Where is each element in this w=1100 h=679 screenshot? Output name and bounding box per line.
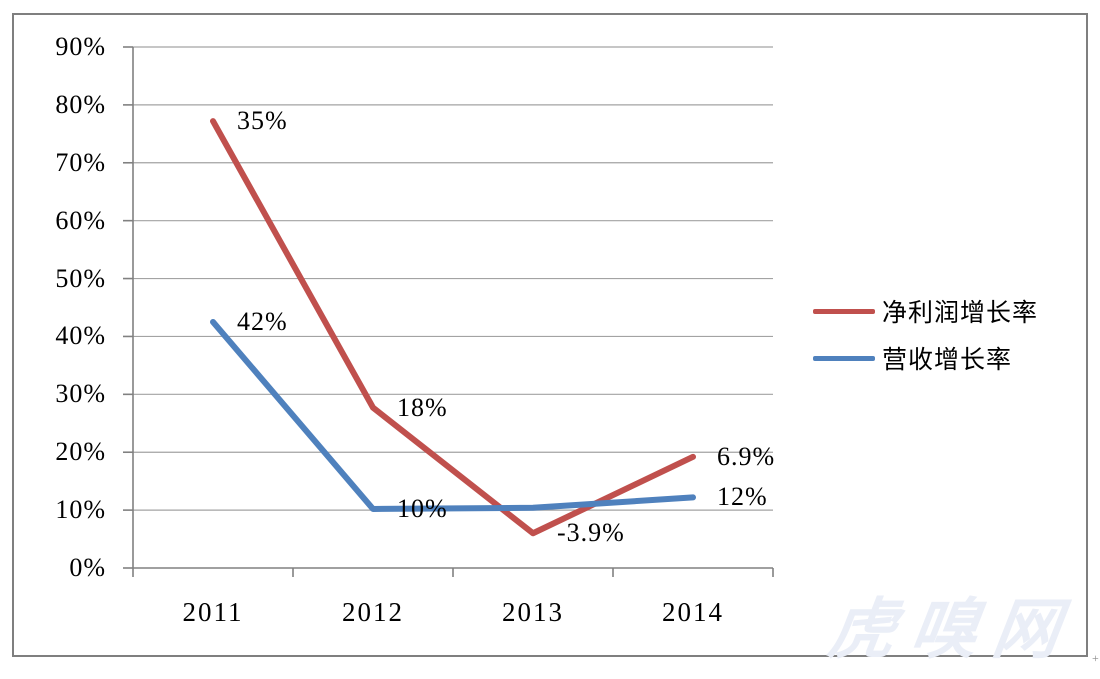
- series-line-1: [210, 318, 696, 512]
- x-tick-label: 2014: [662, 597, 724, 627]
- y-tick-label: 80%: [55, 89, 106, 119]
- legend-item-net-profit-growth: 净利润增长率: [813, 294, 1038, 328]
- data-label: 12%: [717, 482, 768, 512]
- y-tick-label: 40%: [55, 321, 106, 351]
- x-tick-label: 2012: [342, 597, 404, 627]
- data-label: 18%: [397, 392, 448, 422]
- data-label: -3.9%: [557, 518, 625, 548]
- legend: 净利润增长率 营收增长率: [813, 294, 1038, 388]
- y-tick-label: 20%: [55, 437, 106, 467]
- series-line-0: [210, 118, 696, 537]
- y-tick-label: 10%: [55, 495, 106, 525]
- legend-item-revenue-growth: 营收增长率: [813, 341, 1038, 375]
- y-tick-label: 50%: [55, 263, 106, 293]
- data-label: 10%: [397, 493, 448, 523]
- data-label: 42%: [237, 306, 288, 336]
- data-label: 35%: [237, 106, 288, 136]
- legend-label-net-profit-growth: 净利润增长率: [882, 300, 1039, 327]
- legend-line-swatch-red: [813, 308, 875, 314]
- legend-label-revenue-growth: 营收增长率: [882, 347, 1013, 374]
- legend-line-swatch-blue: [813, 355, 875, 361]
- y-tick-label: 60%: [55, 205, 106, 235]
- y-tick-label: 0%: [69, 553, 106, 582]
- corner-mark: +: [1092, 651, 1099, 665]
- x-tick-label: 2013: [502, 597, 564, 627]
- image-border: [12, 13, 1088, 657]
- y-tick-label: 70%: [55, 147, 106, 177]
- y-tick-label: 90%: [55, 32, 106, 61]
- y-tick-label: 30%: [55, 379, 106, 409]
- watermark-huxiu: 虎嗅网: [823, 594, 1081, 667]
- data-label: 6.9%: [717, 441, 776, 471]
- x-tick-label: 2011: [182, 597, 244, 627]
